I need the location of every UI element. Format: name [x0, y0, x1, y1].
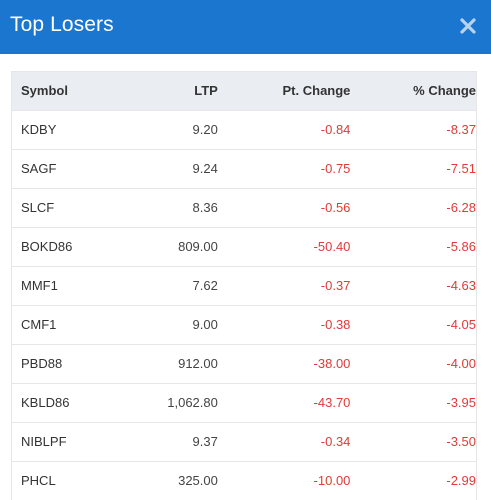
cell-pct-change: -5.86 — [446, 239, 476, 254]
cell-pct-change: -6.28 — [446, 200, 476, 215]
cell-pt-change: -0.56 — [320, 200, 351, 215]
cell-ltp: 9.24 — [192, 161, 218, 176]
table-row: BOKD86 809.00 -50.40 -5.86 — [12, 227, 476, 266]
column-header-symbol: Symbol — [21, 83, 68, 99]
table-row: PBD88 912.00 -38.00 -4.00 — [12, 344, 476, 383]
cell-symbol: CMF1 — [21, 317, 57, 332]
cell-ltp: 809.00 — [178, 239, 218, 254]
modal-title: Top Losers — [10, 13, 114, 36]
cell-ltp: 9.00 — [192, 317, 218, 332]
table-row: PHCL 325.00 -10.00 -2.99 — [12, 461, 476, 500]
table-row: NIBLPF 9.37 -0.34 -3.50 — [12, 422, 476, 461]
cell-pct-change: -2.99 — [446, 473, 476, 489]
close-icon[interactable] — [459, 17, 477, 35]
cell-pct-change: -8.37 — [446, 122, 476, 137]
cell-symbol: KDBY — [21, 122, 57, 137]
cell-symbol: SAGF — [21, 161, 57, 176]
cell-pt-change: -0.37 — [320, 278, 351, 293]
losers-table-container: Symbol LTP Pt. Change % Change KDBY 9.20… — [11, 71, 477, 500]
cell-symbol: SLCF — [21, 200, 55, 215]
column-header-pt-change: Pt. Change — [282, 83, 351, 99]
cell-ltp: 1,062.80 — [167, 395, 218, 410]
table-row: MMF1 7.62 -0.37 -4.63 — [12, 266, 476, 305]
cell-pt-change: -0.75 — [320, 161, 351, 176]
cell-symbol: MMF1 — [21, 278, 58, 293]
cell-ltp: 8.36 — [192, 200, 218, 215]
table-row: SLCF 8.36 -0.56 -6.28 — [12, 188, 476, 227]
cell-ltp: 9.20 — [192, 122, 218, 137]
table-row: CMF1 9.00 -0.38 -4.05 — [12, 305, 476, 344]
cell-pct-change: -4.63 — [446, 278, 476, 293]
cell-symbol: BOKD86 — [21, 239, 73, 254]
cell-ltp: 912.00 — [178, 356, 218, 371]
cell-pt-change: -0.38 — [320, 317, 351, 332]
cell-pct-change: -3.95 — [446, 395, 476, 410]
cell-symbol: PBD88 — [21, 356, 63, 371]
column-header-ltp: LTP — [194, 83, 218, 99]
cell-pct-change: -3.50 — [446, 434, 476, 449]
cell-ltp: 325.00 — [178, 473, 218, 489]
cell-ltp: 9.37 — [192, 434, 218, 449]
cell-pt-change: -0.34 — [320, 434, 351, 449]
cell-symbol: PHCL — [21, 473, 56, 489]
cell-pct-change: -4.00 — [446, 356, 476, 371]
table-row: KDBY 9.20 -0.84 -8.37 — [12, 110, 476, 149]
losers-table: Symbol LTP Pt. Change % Change KDBY 9.20… — [12, 72, 476, 500]
table-row: KBLD86 1,062.80 -43.70 -3.95 — [12, 383, 476, 422]
modal-header: Top Losers — [0, 0, 491, 54]
cell-pct-change: -7.51 — [446, 161, 476, 176]
cell-pt-change: -43.70 — [313, 395, 351, 410]
column-header-pct-change: % Change — [413, 83, 476, 99]
cell-ltp: 7.62 — [192, 278, 218, 293]
cell-symbol: NIBLPF — [21, 434, 67, 449]
cell-pt-change: -0.84 — [320, 122, 351, 137]
cell-pt-change: -50.40 — [313, 239, 351, 254]
cell-pct-change: -4.05 — [446, 317, 476, 332]
cell-symbol: KBLD86 — [21, 395, 70, 410]
cell-pt-change: -38.00 — [313, 356, 351, 371]
cell-pt-change: -10.00 — [313, 473, 351, 489]
table-row: SAGF 9.24 -0.75 -7.51 — [12, 149, 476, 188]
table-header-row: Symbol LTP Pt. Change % Change — [12, 72, 476, 110]
